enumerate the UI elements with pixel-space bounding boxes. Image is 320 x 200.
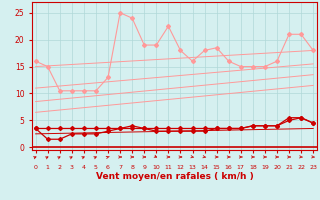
- X-axis label: Vent moyen/en rafales ( km/h ): Vent moyen/en rafales ( km/h ): [96, 172, 253, 181]
